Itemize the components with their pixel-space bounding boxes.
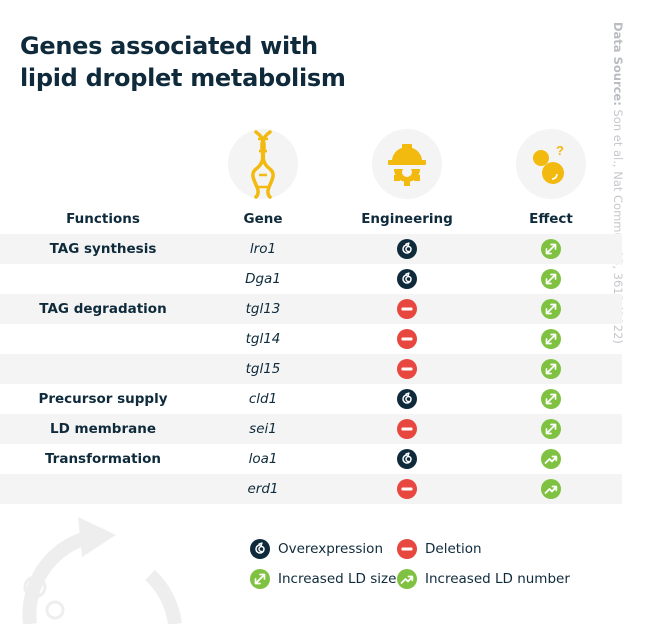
deletion-icon [397, 329, 417, 349]
deletion-icon [397, 539, 417, 559]
gene-name: sei1 [249, 421, 277, 437]
svg-text:?: ? [556, 143, 564, 158]
function-label: LD membrane [50, 421, 156, 437]
overexpression-icon [397, 269, 417, 289]
table-row: TAG synthesis lro1 [0, 234, 622, 264]
deletion-icon [397, 299, 417, 319]
increased-size-icon [541, 419, 561, 439]
increased-size-icon [541, 389, 561, 409]
increased-number-icon [541, 449, 561, 469]
deletion-icon [397, 479, 417, 499]
increased-number-icon [541, 479, 561, 499]
page-title: Genes associated with lipid droplet meta… [20, 30, 346, 94]
function-label: TAG degradation [39, 301, 167, 317]
recycle-arrow-watermark-icon [22, 517, 182, 624]
function-label: Precursor supply [38, 391, 168, 407]
gene-name: tgl13 [245, 301, 281, 317]
legend-item-deletion: Deletion [397, 539, 482, 559]
gene-name: Dga1 [245, 271, 281, 287]
increased-size-icon [541, 359, 561, 379]
function-label: TAG synthesis [49, 241, 157, 257]
gene-name: tgl15 [245, 361, 281, 377]
increased-size-icon [541, 299, 561, 319]
table-row: erd1 [0, 474, 622, 504]
engineering-helmet-gear-icon [372, 129, 442, 199]
column-header-functions: Functions [66, 211, 140, 227]
table-row: LD membrane sei1 [0, 414, 622, 444]
title-line-1: Genes associated with [20, 32, 318, 60]
legend-label-deletion: Deletion [425, 541, 482, 557]
overexpression-icon [250, 539, 270, 559]
increased-size-icon [250, 569, 270, 589]
table-row: Dga1 [0, 264, 622, 294]
table-row: Transformation loa1 [0, 444, 622, 474]
legend-label-size: Increased LD size [278, 571, 397, 587]
overexpression-icon [397, 239, 417, 259]
table-row: Precursor supply cld1 [0, 384, 622, 414]
legend-item-number: Increased LD number [397, 569, 570, 589]
increased-number-icon [397, 569, 417, 589]
increased-size-icon [541, 269, 561, 289]
column-header-effect: Effect [529, 211, 573, 227]
gene-name: lro1 [249, 241, 277, 257]
legend-label-overexpression: Overexpression [278, 541, 383, 557]
gene-name: tgl14 [245, 331, 281, 347]
legend-item-size: Increased LD size [250, 569, 396, 589]
legend-label-number: Increased LD number [425, 571, 570, 587]
legend-item-overexpression: Overexpression [250, 539, 383, 559]
table-row: TAG degradation tgl13 [0, 294, 622, 324]
increased-size-icon [541, 329, 561, 349]
droplets-question-icon: ? [516, 129, 586, 199]
column-header-gene: Gene [243, 211, 283, 227]
dna-icon [228, 129, 298, 199]
function-label: Transformation [44, 451, 162, 467]
column-header-engineering: Engineering [361, 211, 453, 227]
data-source-label: Data Source: [611, 22, 625, 106]
table-row: tgl15 [0, 354, 622, 384]
gene-name: erd1 [247, 481, 279, 497]
overexpression-icon [397, 389, 417, 409]
increased-size-icon [541, 239, 561, 259]
gene-name: cld1 [248, 391, 278, 407]
overexpression-icon [397, 449, 417, 469]
table-row: tgl14 [0, 324, 622, 354]
title-line-2: lipid droplet metabolism [20, 64, 346, 92]
gene-name: loa1 [248, 451, 278, 467]
deletion-icon [397, 419, 417, 439]
deletion-icon [397, 359, 417, 379]
